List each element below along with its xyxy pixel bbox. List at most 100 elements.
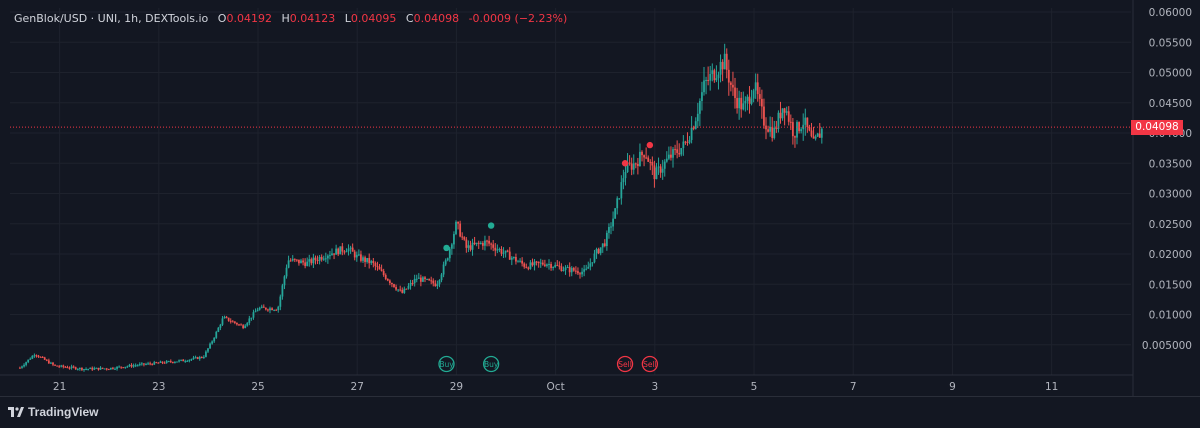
candle-body — [523, 263, 526, 267]
candle-body — [494, 247, 497, 251]
candle-body — [124, 366, 127, 368]
candle-body — [492, 244, 495, 248]
candle-body — [122, 367, 125, 369]
candle-body — [750, 98, 753, 104]
candle-body — [33, 355, 36, 357]
candle-body — [436, 284, 439, 287]
candle-body — [105, 368, 108, 370]
candle-body — [696, 113, 699, 122]
candle-body — [215, 331, 218, 338]
candle-body — [93, 368, 96, 370]
candle-body — [225, 316, 228, 318]
candle-body — [143, 363, 145, 365]
candle-body — [438, 280, 441, 285]
price-chart[interactable]: Buy Buy Sell Sell 0.06000 0.05500 0.05000 0.04… — [0, 0, 1200, 396]
sell-signal-badge[interactable] — [616, 355, 634, 373]
time-scale[interactable]: 21 23 25 27 29 Oct 3 5 7 9 11 — [53, 381, 1058, 393]
candle-body — [409, 282, 412, 286]
candle-body — [258, 307, 261, 310]
candle-body — [248, 318, 251, 323]
candle-body — [620, 182, 623, 199]
candle-body — [674, 149, 676, 151]
candle-body — [304, 262, 307, 266]
open-label: O — [217, 12, 227, 25]
candle-body — [349, 247, 352, 249]
candle-body — [397, 289, 400, 291]
candle-body — [455, 221, 457, 235]
y-tick-label: 0.02000 — [1149, 249, 1192, 261]
candle-body — [500, 249, 503, 254]
candle-body — [236, 322, 238, 325]
candle-body — [242, 325, 245, 329]
candle-body — [672, 149, 674, 158]
candle-body — [744, 100, 747, 104]
candle-body — [692, 127, 695, 129]
candle-body — [81, 367, 83, 370]
candle-body — [701, 92, 703, 102]
candle-body — [457, 221, 459, 224]
candle-body — [130, 364, 133, 367]
price-scale[interactable]: 0.060000.055000.050000.045000.040000.035… — [1142, 7, 1192, 352]
close-value: 0.04098 — [413, 12, 460, 25]
candle-body — [488, 240, 490, 244]
candle-body — [207, 348, 209, 352]
candle-body — [231, 321, 234, 323]
candle-body — [622, 178, 625, 183]
candle-body — [151, 363, 154, 365]
candle-body — [188, 359, 191, 361]
low-label: L — [344, 12, 351, 25]
candle-body — [641, 151, 643, 156]
candle-body — [267, 309, 269, 311]
y-tick-label: 0.01500 — [1149, 279, 1192, 291]
candle-body — [368, 257, 371, 264]
candle-body — [775, 127, 778, 130]
candle-body — [748, 96, 751, 104]
x-tick-label: 23 — [152, 381, 165, 393]
candle-body — [661, 168, 664, 173]
candle-body — [277, 306, 280, 310]
candle-body — [789, 121, 792, 123]
candle-body — [41, 356, 44, 358]
candle-body — [601, 243, 604, 248]
candle-body — [558, 265, 561, 267]
buy-signal-badge[interactable] — [482, 355, 500, 373]
symbol-label[interactable]: GenBlok/USD · UNI, 1h, DEXTools.io — [14, 12, 209, 25]
candle-body — [736, 98, 738, 109]
candle-body — [808, 127, 811, 131]
candle-body — [484, 240, 486, 246]
candle-body — [89, 367, 92, 369]
candle-body — [345, 251, 348, 253]
tradingview-logo[interactable]: TradingView — [8, 405, 98, 419]
sell-signal-badge[interactable] — [641, 355, 659, 373]
candle-body — [335, 248, 338, 255]
candle-body — [308, 259, 311, 262]
buy-signal-badge[interactable] — [438, 355, 455, 373]
candle-body — [564, 267, 567, 271]
candle-body — [723, 53, 726, 70]
candle-body — [70, 366, 73, 368]
candle-body — [360, 254, 362, 261]
candle-body — [25, 362, 28, 365]
candle-body — [630, 163, 633, 170]
candle-body — [60, 365, 63, 367]
candle-body — [543, 264, 546, 266]
candle-body — [471, 242, 474, 250]
candle-body — [818, 133, 821, 138]
candle-body — [527, 267, 530, 269]
candle-body — [434, 283, 437, 287]
candle-body — [388, 280, 391, 284]
chart-background — [0, 0, 1200, 396]
candle-body — [101, 367, 104, 369]
candle-body — [68, 367, 71, 369]
candle-body — [703, 80, 705, 93]
candle-body — [496, 249, 499, 251]
x-tick-label: 25 — [251, 381, 264, 393]
candle-body — [244, 325, 247, 329]
candle-body — [618, 198, 621, 200]
candle-body — [647, 157, 650, 162]
candle-body — [521, 260, 524, 264]
y-tick-label: 0.05500 — [1149, 37, 1192, 49]
candle-body — [163, 362, 166, 364]
candle-body — [132, 365, 135, 367]
candle-body — [324, 258, 327, 260]
